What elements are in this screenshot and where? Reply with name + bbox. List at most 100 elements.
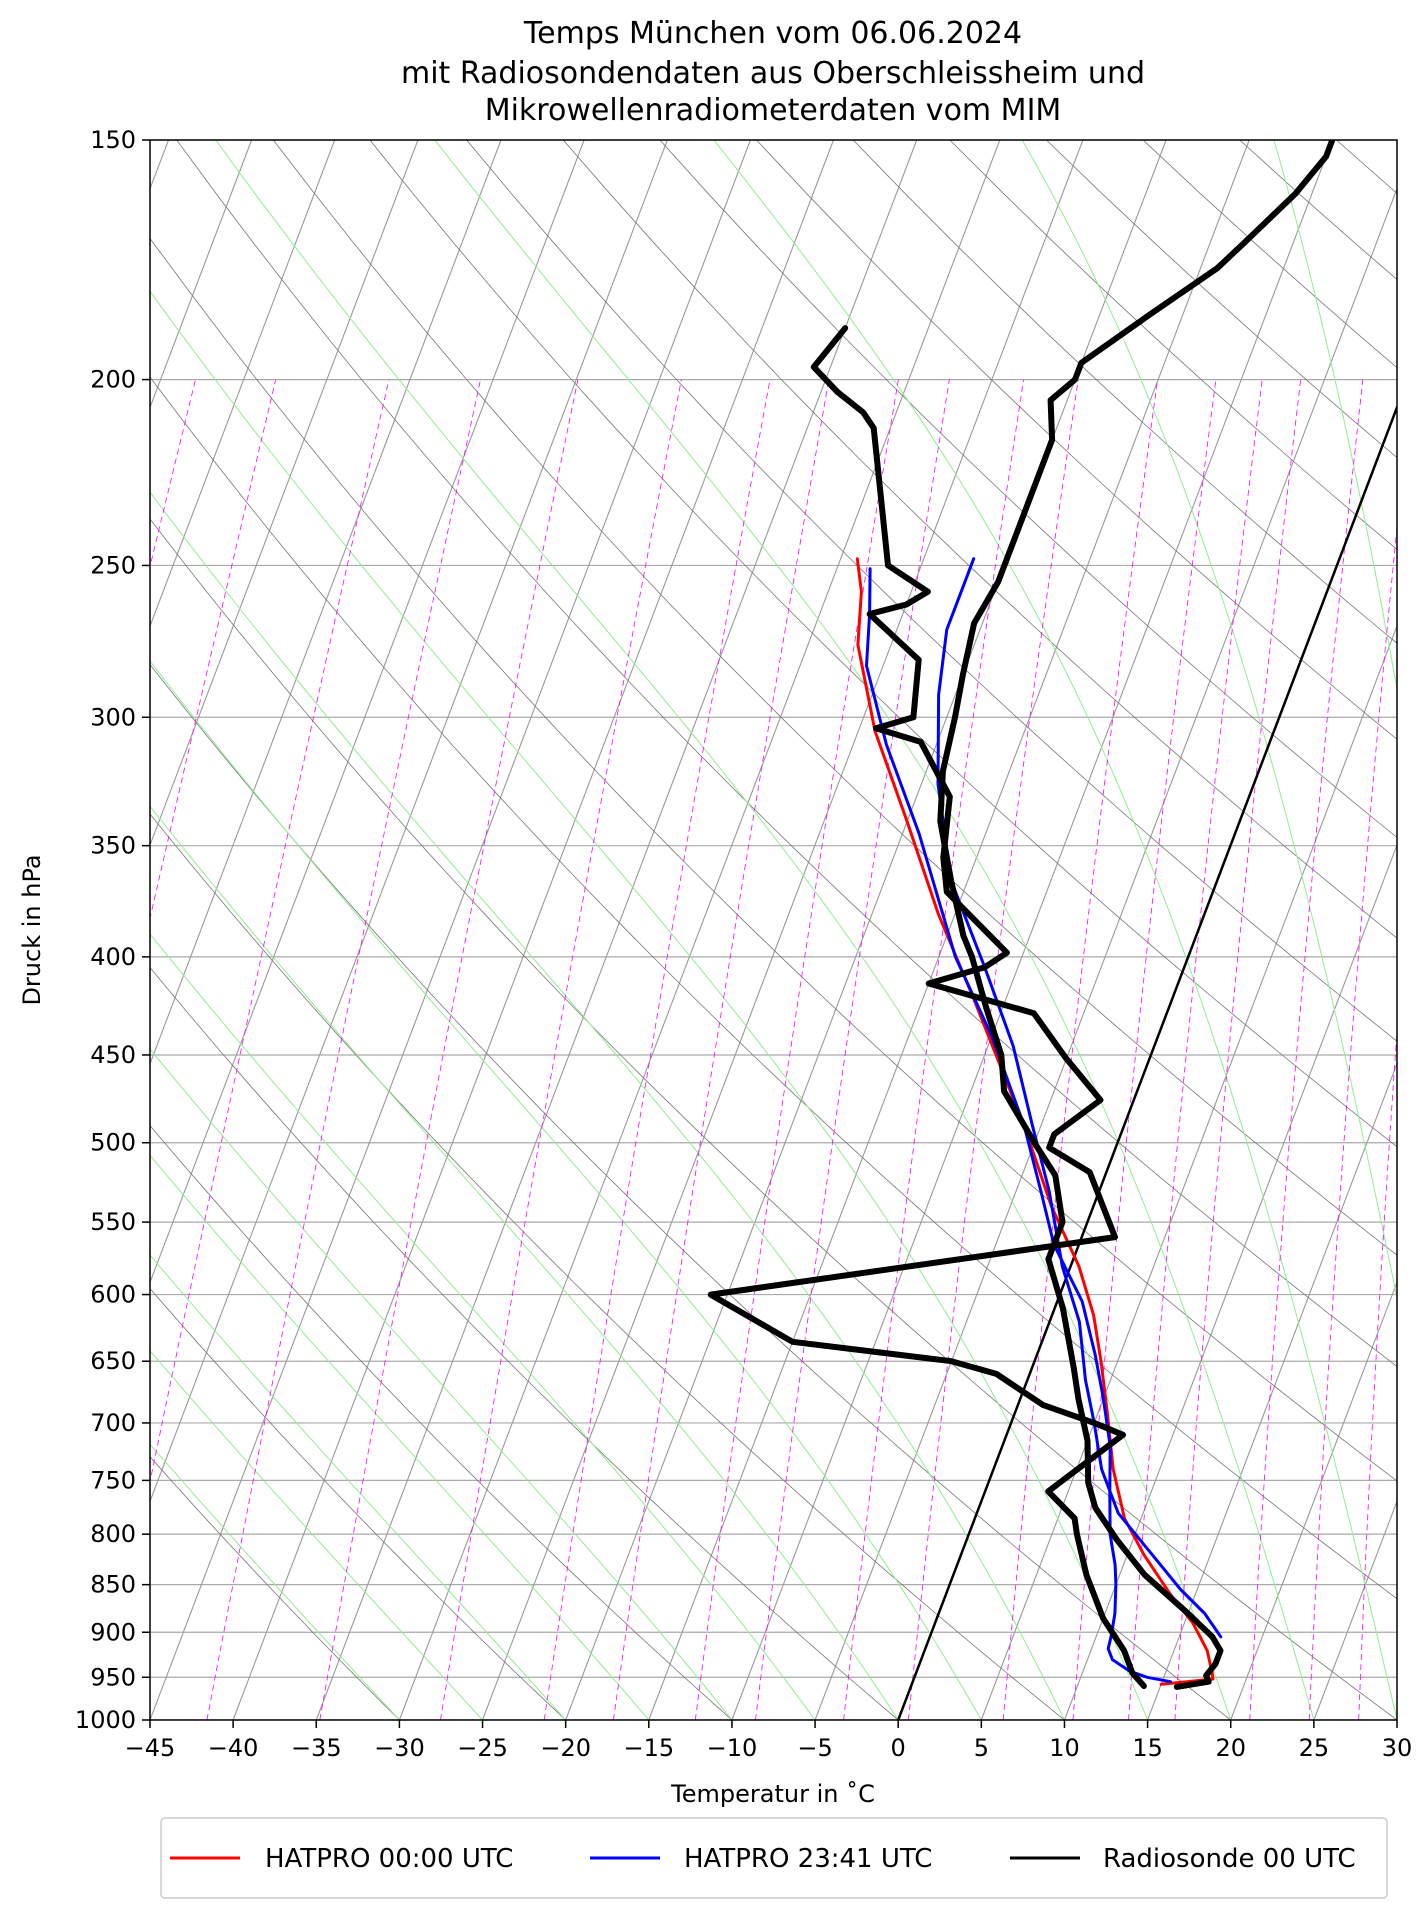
isotherm--40 — [232, 140, 835, 1720]
mixing-ratio-line-7 — [613, 379, 830, 1720]
isotherm--70 — [150, 140, 336, 628]
isotherm--75 — [150, 140, 253, 409]
dry-adiabat--10 — [150, 1125, 733, 1720]
series-layer — [707, 140, 1397, 1720]
isotherm--50 — [150, 140, 668, 1503]
series-line-3 — [707, 325, 1147, 1689]
x-tick-label--25: −25 — [457, 1734, 508, 1762]
mixing-ratio-line-6 — [543, 379, 771, 1720]
x-tick-label--40: −40 — [208, 1734, 259, 1762]
mixing-ratio-line-19 — [1401, 380, 1427, 1720]
y-tick-label-650: 650 — [90, 1347, 136, 1375]
mixing-ratio-line-2 — [150, 379, 390, 1484]
y-tick-label-700: 700 — [90, 1409, 136, 1437]
legend-label-radiosonde: Radiosonde 00 UTC — [1103, 1844, 1356, 1874]
plot-frame — [149, 139, 1398, 1721]
dry-adiabat--30 — [150, 1456, 400, 1720]
dry-adiabat-140 — [949, 140, 1397, 550]
isotherm--10 — [731, 140, 1333, 1720]
legend-frame — [160, 1817, 1388, 1899]
isotherm-5 — [980, 624, 1397, 1720]
axis-layer: 1502002503003504004505005506006507007508… — [75, 126, 1412, 1762]
legend: HATPRO 00:00 UTC HATPRO 23:41 UTC Radios… — [160, 1817, 1388, 1899]
x-tick-label-25: 25 — [1299, 1734, 1330, 1762]
y-tick-label-900: 900 — [90, 1618, 136, 1646]
x-axis-label: Temperatur in ˚C — [670, 1780, 875, 1808]
dry-adiabat-60 — [176, 140, 1397, 1368]
y-tick-label-250: 250 — [90, 551, 136, 579]
y-tick-label-600: 600 — [90, 1281, 136, 1309]
isotherm--5 — [814, 187, 1397, 1720]
y-tick-label-350: 350 — [90, 832, 136, 860]
isotherm--60 — [150, 140, 502, 1066]
x-tick-label-30: 30 — [1382, 1734, 1413, 1762]
chart-title-line-2: mit Radiosondendaten aus Oberschleisshei… — [401, 56, 1145, 91]
x-tick-label-10: 10 — [1049, 1734, 1080, 1762]
mixing-ratio-line-3 — [206, 379, 481, 1720]
mixing-ratio-line-13 — [1072, 379, 1217, 1720]
x-tick-label-5: 5 — [974, 1734, 989, 1762]
y-tick-label-950: 950 — [90, 1663, 136, 1691]
y-tick-label-150: 150 — [90, 126, 136, 154]
mixing-ratio-line-16 — [1249, 379, 1364, 1720]
legend-label-hatpro-2341: HATPRO 23:41 UTC — [684, 1844, 932, 1874]
mixing-ratio-line-4 — [319, 379, 579, 1720]
dry-adiabat-160 — [1142, 140, 1397, 369]
moist-adiabat-0 — [150, 805, 899, 1720]
dry-adiabat-150 — [1046, 140, 1397, 459]
moist-adiabat-40 — [1273, 140, 1397, 692]
x-tick-label--5: −5 — [797, 1734, 832, 1762]
moist-adiabat--20 — [150, 1254, 567, 1720]
y-axis-label: Druck in hPa — [18, 854, 46, 1005]
x-tick-label-0: 0 — [891, 1734, 906, 1762]
legend-label-hatpro-0000: HATPRO 00:00 UTC — [265, 1844, 513, 1874]
mixing-ratio-line-14 — [1128, 379, 1263, 1720]
mixing-ratio-line-9 — [755, 379, 950, 1720]
isotherm--45 — [150, 140, 751, 1720]
dry-adiabat-170 — [1239, 140, 1397, 280]
moist-adiabat--15 — [150, 1154, 650, 1720]
y-tick-label-750: 750 — [90, 1466, 136, 1494]
moist-adiabat--5 — [150, 933, 816, 1720]
moist-adiabat-30 — [713, 140, 1397, 1720]
isotherm--25 — [481, 140, 1084, 1720]
y-tick-label-1000: 1000 — [75, 1706, 136, 1734]
y-tick-label-200: 200 — [90, 366, 136, 394]
dry-adiabat-30 — [150, 518, 1397, 1720]
moist-adiabat--25 — [150, 1350, 483, 1720]
moist-adiabat--10 — [150, 1048, 733, 1720]
dry-adiabat-100 — [562, 140, 1397, 939]
mixing-ratio-line-12 — [1002, 379, 1158, 1720]
chart-title: Temps München vom 06.06.2024 mit Radioso… — [401, 16, 1145, 128]
dry-adiabat-0 — [150, 966, 899, 1720]
y-tick-label-450: 450 — [90, 1041, 136, 1069]
isotherm-10 — [1063, 843, 1397, 1720]
dry-adiabat-40 — [150, 376, 1397, 1600]
y-tick-label-550: 550 — [90, 1208, 136, 1236]
mixing-ratio-line-1 — [150, 379, 277, 920]
x-tick-label--30: −30 — [374, 1734, 425, 1762]
isotherm-20 — [1230, 1280, 1397, 1720]
dry-adiabat-80 — [369, 140, 1397, 1148]
x-tick-label--45: −45 — [125, 1734, 176, 1762]
series-line-2 — [936, 557, 1223, 1639]
y-tick-label-800: 800 — [90, 1520, 136, 1548]
chart-title-line-3: Mikrowellenradiometerdaten vom MIM — [485, 93, 1062, 128]
zero-isotherm-line — [897, 403, 1397, 1720]
isotherm-30 — [1396, 1718, 1397, 1720]
series-line-4 — [937, 140, 1336, 1690]
moist-adiabat-35 — [1021, 140, 1397, 1301]
moist-adiabat--30 — [150, 1443, 400, 1720]
y-tick-label-850: 850 — [90, 1571, 136, 1599]
dry-adiabat-70 — [272, 140, 1397, 1256]
dry-adiabat-180 — [1336, 140, 1397, 194]
y-tick-label-300: 300 — [90, 703, 136, 731]
isotherm--30 — [398, 140, 1001, 1720]
mixing-ratio-line-5 — [440, 379, 682, 1720]
dry-adiabat-50 — [150, 237, 1397, 1482]
dry-adiabat--20 — [150, 1287, 566, 1720]
dry-adiabat-120 — [756, 140, 1397, 740]
dry-adiabat-10 — [150, 813, 1065, 1720]
isotherm--20 — [565, 140, 1167, 1720]
